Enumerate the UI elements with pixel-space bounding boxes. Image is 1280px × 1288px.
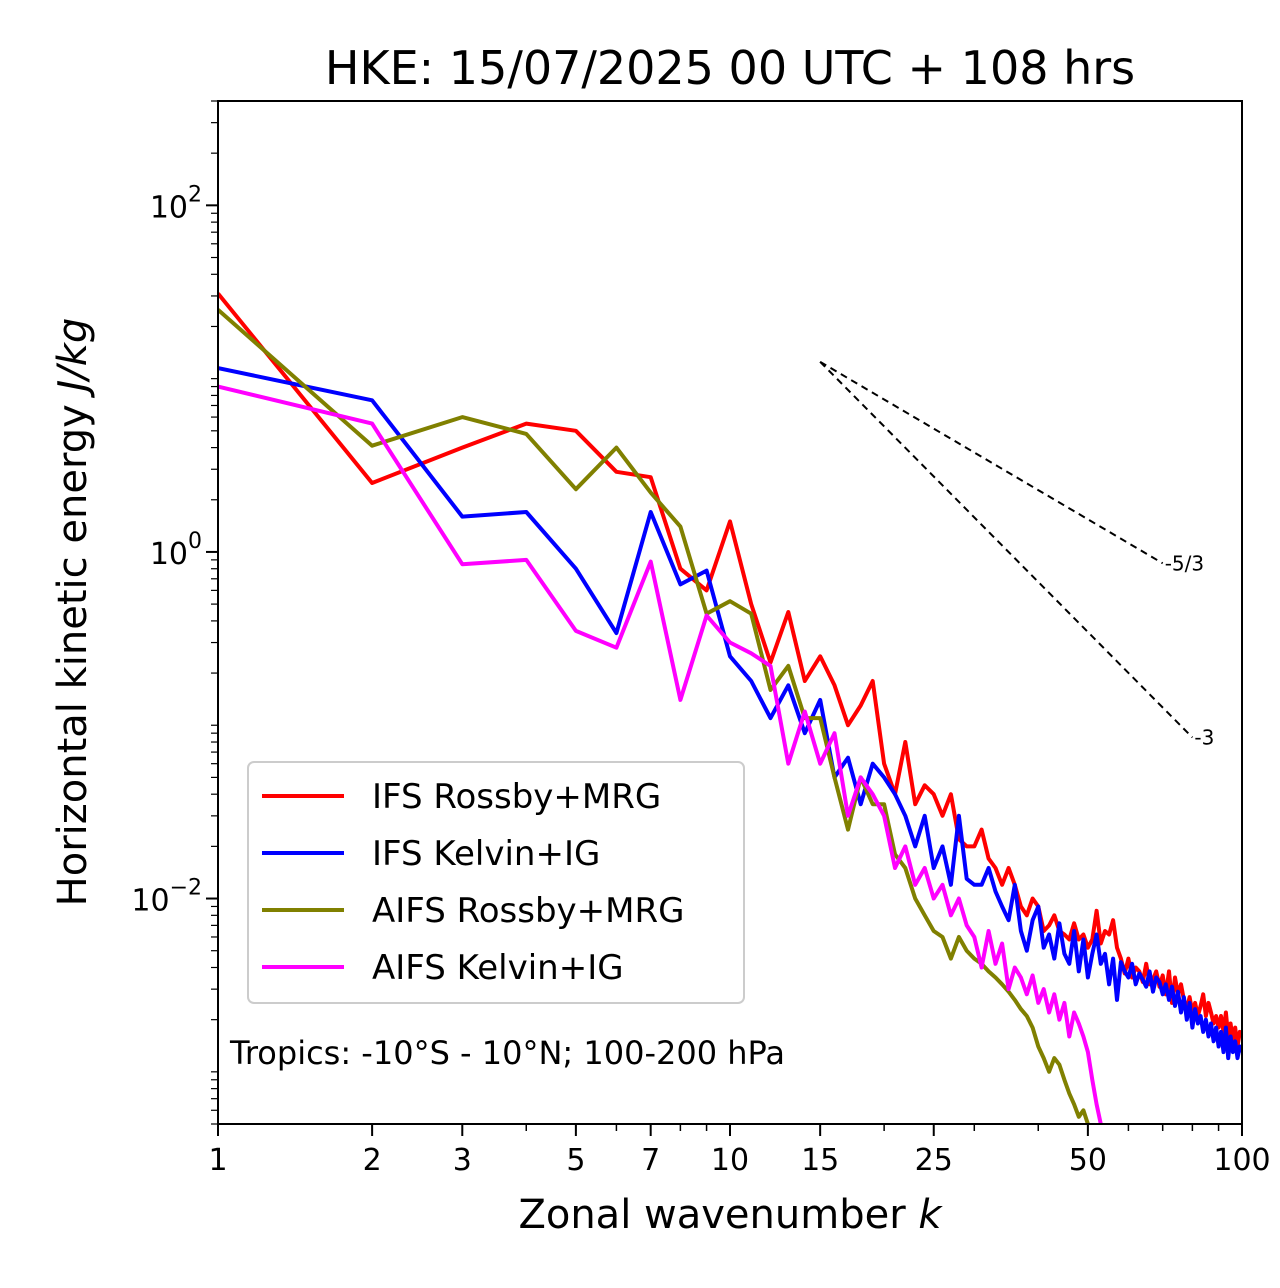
x-tick-label: 10: [711, 1143, 749, 1178]
x-tick-label: 25: [915, 1143, 953, 1178]
x-tick-label: 2: [363, 1143, 382, 1178]
series-layer: [218, 292, 1242, 1124]
x-tick-label: 3: [453, 1143, 472, 1178]
slope-line-1: [819, 360, 1164, 565]
legend-label-3: AIFS Rossby+MRG: [372, 891, 684, 931]
x-tick-label: 7: [641, 1143, 660, 1178]
slope-label-1: -5/3: [1165, 551, 1204, 575]
y-tick-label: 100: [150, 529, 202, 572]
series-line-1: [218, 292, 1242, 1049]
plot-frame: [217, 100, 1243, 1125]
axis-ticks: 1 2 3 5 7 10 15 25 50 100 10−2 100 102: [131, 100, 1271, 1178]
region-annotation: Tropics: -10°S - 10°N; 100-200 hPa: [229, 1034, 785, 1072]
legend-label-4: AIFS Kelvin+IG: [372, 948, 624, 988]
slope-reference-lines: -5/3 -3: [819, 360, 1214, 749]
series-line-4: [218, 384, 1103, 1124]
x-tick-label: 15: [801, 1143, 839, 1178]
chart-title: HKE: 15/07/2025 00 UTC + 108 hrs: [325, 41, 1135, 95]
legend: IFS Rossby+MRG IFS Kelvin+IG AIFS Rossby+M…: [247, 761, 745, 1004]
legend-label-2: IFS Kelvin+IG: [372, 834, 600, 874]
x-tick-label: 100: [1213, 1143, 1270, 1178]
y-tick-label: 102: [150, 182, 202, 225]
legend-label-1: IFS Rossby+MRG: [372, 777, 661, 817]
series-line-3: [218, 308, 1090, 1124]
series-line-2: [218, 366, 1242, 1061]
y-axis-label: Horizontal kinetic energy J/kg: [50, 318, 96, 907]
y-tick-label: 10−2: [131, 876, 202, 919]
slope-line-2: [819, 361, 1194, 739]
legend-box: [247, 761, 745, 1004]
x-tick-label: 1: [208, 1143, 227, 1178]
slope-label-2: -3: [1194, 725, 1214, 749]
x-tick-label: 5: [566, 1143, 585, 1178]
x-tick-label: 50: [1069, 1143, 1107, 1178]
x-axis-label: Zonal wavenumber k: [518, 1192, 943, 1238]
